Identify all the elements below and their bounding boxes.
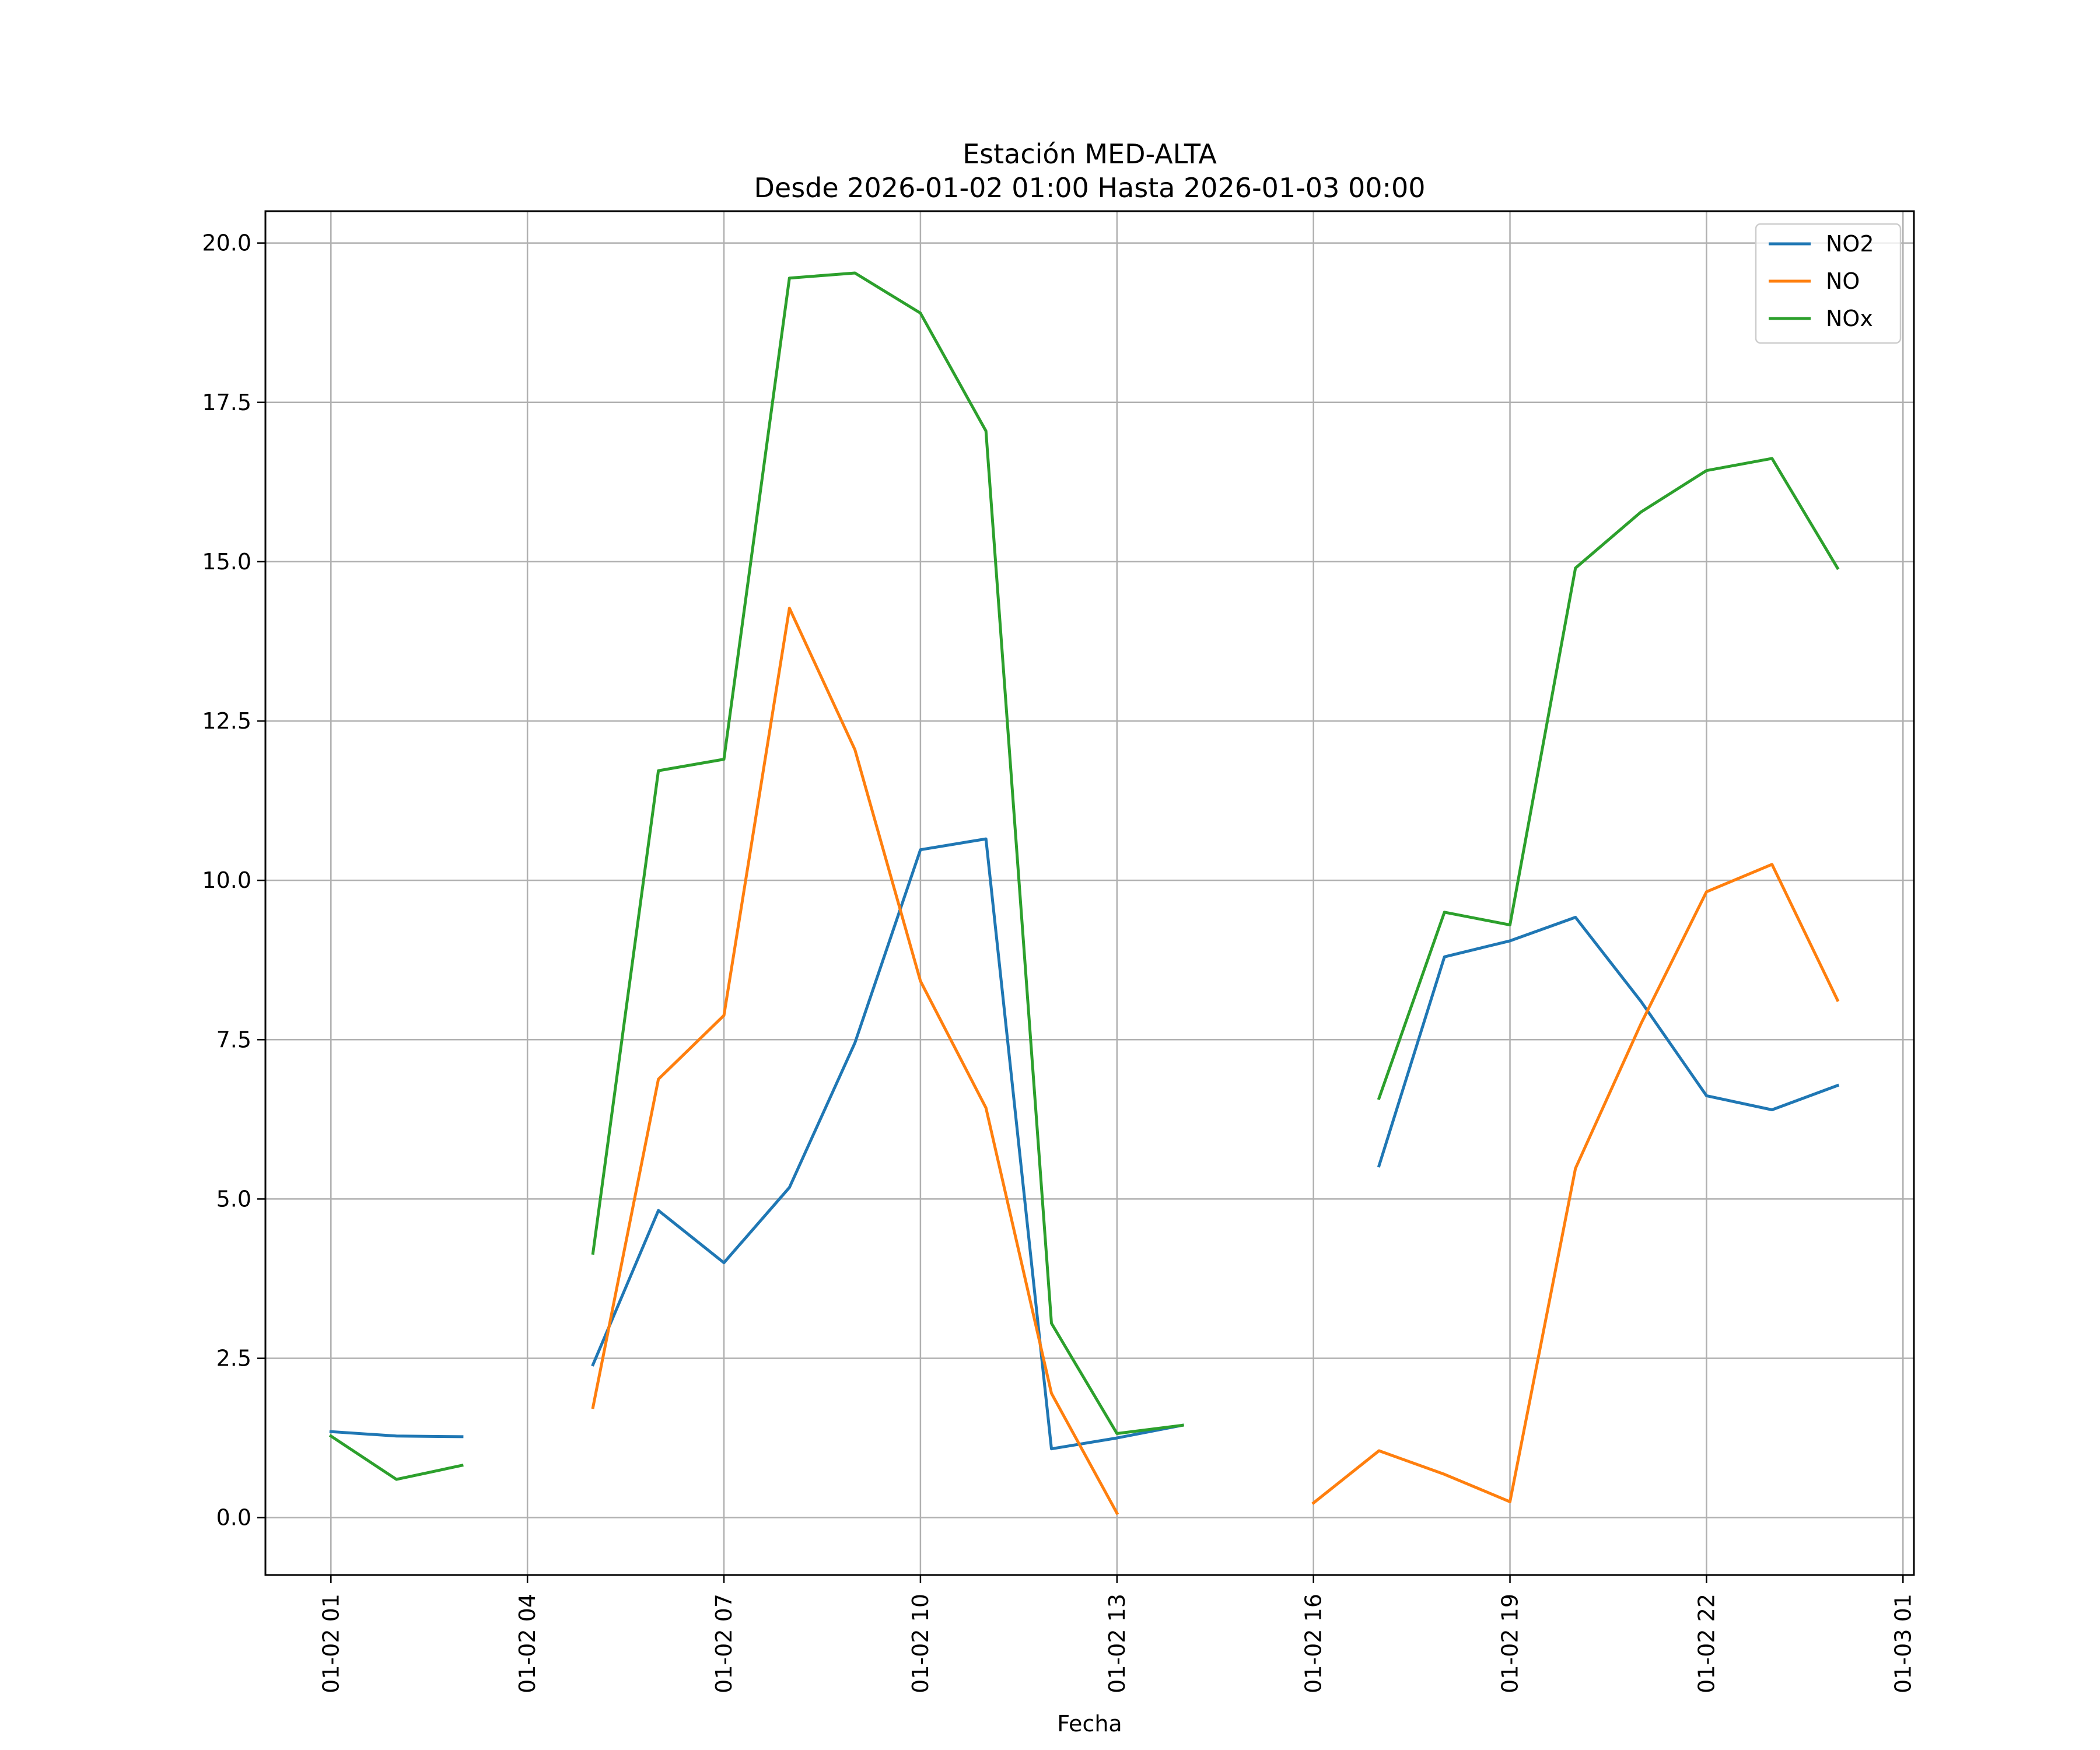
legend-label: NO bbox=[1826, 268, 1860, 294]
x-axis: 01-02 01 01-02 04 01-02 07 01-02 10 01-02 13… bbox=[318, 1575, 1916, 1693]
legend: NO2 NO NOx bbox=[1755, 223, 1902, 344]
series-line-no2 bbox=[329, 837, 1840, 1451]
y-tick-label: 12.5 bbox=[202, 708, 251, 734]
legend-label: NOx bbox=[1826, 306, 1873, 331]
legend-box bbox=[1755, 223, 1902, 344]
x-tick-label: 01-02 16 bbox=[1301, 1594, 1326, 1693]
chart-subtitle: Desde 2026-01-02 01:00 Hasta 2026-01-03 … bbox=[754, 172, 1425, 204]
legend-label: NO2 bbox=[1826, 231, 1874, 257]
x-tick-label: 01-02 19 bbox=[1497, 1594, 1523, 1693]
x-tick-label: 01-02 22 bbox=[1693, 1594, 1719, 1693]
y-tick-label: 7.5 bbox=[216, 1027, 251, 1052]
chart-title: Estación MED-ALTA bbox=[963, 138, 1217, 170]
grid bbox=[265, 211, 1914, 1575]
y-tick-label: 17.5 bbox=[202, 390, 251, 415]
x-tick-label: 01-02 01 bbox=[318, 1594, 344, 1693]
y-tick-label: 0.0 bbox=[216, 1505, 251, 1531]
y-tick-label: 20.0 bbox=[202, 230, 251, 256]
x-tick-label: 01-02 07 bbox=[711, 1594, 737, 1693]
x-tick-label: 01-02 13 bbox=[1104, 1594, 1130, 1693]
x-axis-label: Fecha bbox=[1057, 1711, 1122, 1737]
series-lines bbox=[328, 271, 1840, 1516]
x-tick-label: 01-03 01 bbox=[1890, 1594, 1916, 1693]
y-tick-label: 10.0 bbox=[202, 867, 251, 893]
plot-frame bbox=[264, 210, 1915, 1576]
y-tick-label: 5.0 bbox=[216, 1186, 251, 1212]
x-tick-label: 01-02 04 bbox=[514, 1594, 540, 1693]
series-line-nox bbox=[328, 271, 1840, 1481]
y-tick-label: 15.0 bbox=[202, 549, 251, 575]
series-line-no bbox=[591, 607, 1840, 1516]
y-tick-label: 2.5 bbox=[216, 1346, 251, 1371]
y-axis: 0.0 2.5 5.0 7.5 10.0 12.5 15.0 17.5 20.0 bbox=[202, 230, 265, 1531]
x-tick-label: 01-02 10 bbox=[908, 1594, 933, 1693]
